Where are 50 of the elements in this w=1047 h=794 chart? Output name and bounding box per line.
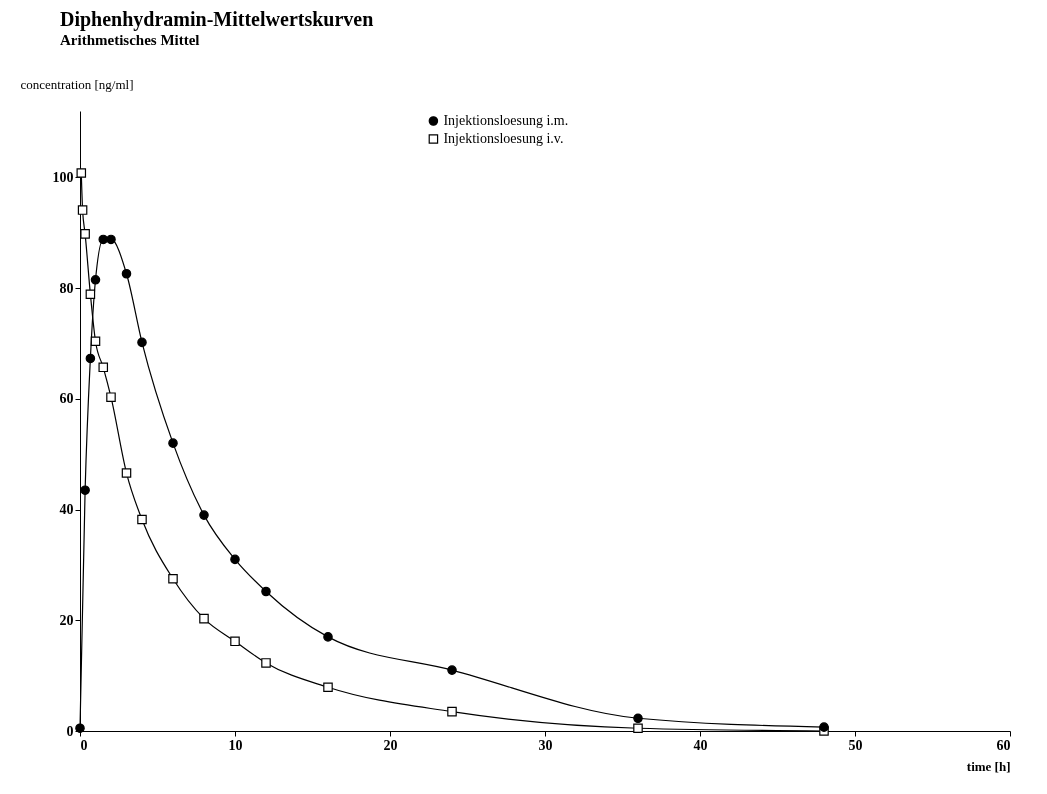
point	[76, 168, 87, 178]
point	[230, 636, 240, 647]
x-tick-label: 50	[848, 737, 863, 753]
point	[80, 485, 90, 495]
x-tick-label: 10	[228, 737, 243, 753]
point	[819, 722, 829, 732]
point	[137, 514, 147, 525]
point	[230, 554, 240, 565]
chart-subtitle: Arithmetisches Mittel	[60, 32, 200, 48]
y-tick-label: 20	[59, 612, 74, 628]
x-axis-title: time [h]	[966, 758, 1011, 774]
y-tick-label: 80	[59, 280, 74, 296]
point	[77, 205, 88, 215]
point	[121, 268, 132, 279]
point	[90, 275, 101, 285]
y-axis-title: concentration [ng/ml]	[20, 76, 134, 92]
y-tick-label: 100	[52, 169, 74, 185]
point	[121, 468, 132, 478]
y-tick-label: 40	[59, 502, 74, 518]
x-tick-label: 40	[693, 737, 708, 753]
point	[323, 682, 333, 693]
point	[106, 392, 116, 402]
point	[168, 573, 178, 584]
point	[199, 510, 209, 520]
legend-label: Injektionsloesung i.v.	[443, 131, 564, 146]
point	[261, 586, 271, 597]
x-tick-label: 20	[383, 737, 398, 753]
point	[633, 723, 643, 734]
point	[199, 613, 209, 624]
legend-label: Injektionsloesung i.m.	[443, 113, 569, 128]
point	[447, 665, 457, 675]
point	[85, 289, 96, 300]
point	[75, 723, 85, 734]
point	[447, 706, 457, 717]
point	[80, 229, 90, 239]
point	[106, 234, 116, 245]
point	[633, 713, 643, 724]
y-tick-label: 0	[66, 723, 74, 739]
point	[98, 362, 109, 373]
x-tick-label: 60	[996, 737, 1011, 753]
chart-title: Diphenhydramin-Mittelwertskurven	[60, 8, 374, 31]
point	[90, 336, 101, 347]
point	[85, 353, 96, 364]
point	[323, 632, 333, 642]
point	[137, 337, 147, 348]
x-tick-label: 0	[80, 737, 88, 753]
x-tick-label: 30	[538, 737, 553, 753]
point	[261, 658, 271, 668]
y-tick-label: 60	[59, 391, 74, 407]
point	[168, 438, 178, 448]
